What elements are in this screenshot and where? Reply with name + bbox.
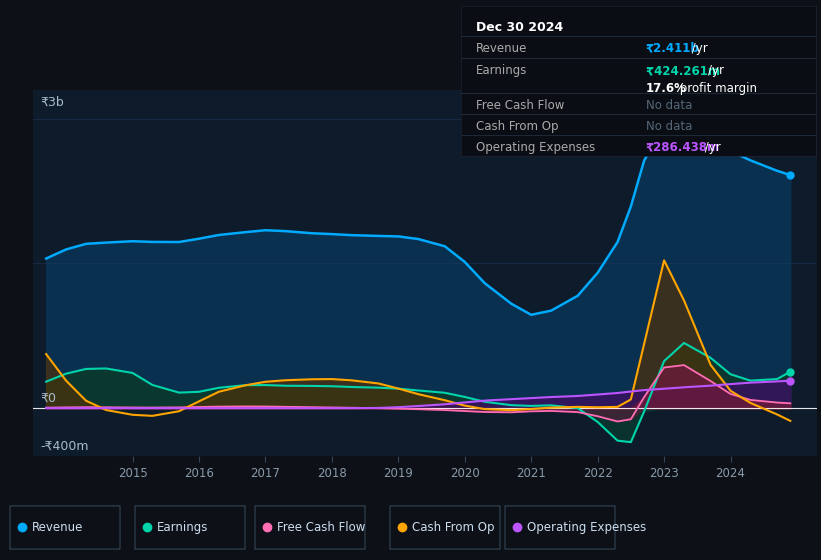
Text: No data: No data	[646, 120, 692, 133]
Text: Dec 30 2024: Dec 30 2024	[475, 21, 563, 34]
Text: /yr: /yr	[701, 141, 721, 153]
Text: -₹400m: -₹400m	[41, 440, 89, 453]
Text: Earnings: Earnings	[475, 64, 527, 77]
Text: Cash From Op: Cash From Op	[412, 521, 494, 534]
Text: Revenue: Revenue	[475, 41, 527, 55]
Text: Cash From Op: Cash From Op	[475, 120, 558, 133]
Text: ₹3b: ₹3b	[41, 96, 64, 109]
Text: /yr: /yr	[708, 64, 724, 77]
Text: 17.6%: 17.6%	[646, 82, 686, 95]
Text: Revenue: Revenue	[32, 521, 84, 534]
Text: No data: No data	[646, 99, 692, 111]
Text: ₹424.261m: ₹424.261m	[646, 64, 724, 77]
Text: Free Cash Flow: Free Cash Flow	[277, 521, 365, 534]
Text: Operating Expenses: Operating Expenses	[527, 521, 646, 534]
Text: Earnings: Earnings	[157, 521, 209, 534]
Text: /yr: /yr	[688, 41, 709, 55]
Text: Free Cash Flow: Free Cash Flow	[475, 99, 564, 111]
Text: ₹2.411b: ₹2.411b	[646, 41, 699, 55]
Text: ₹0: ₹0	[41, 392, 57, 405]
Text: ₹286.438m: ₹286.438m	[646, 141, 720, 153]
Text: Operating Expenses: Operating Expenses	[475, 141, 595, 153]
Text: profit margin: profit margin	[676, 82, 757, 95]
